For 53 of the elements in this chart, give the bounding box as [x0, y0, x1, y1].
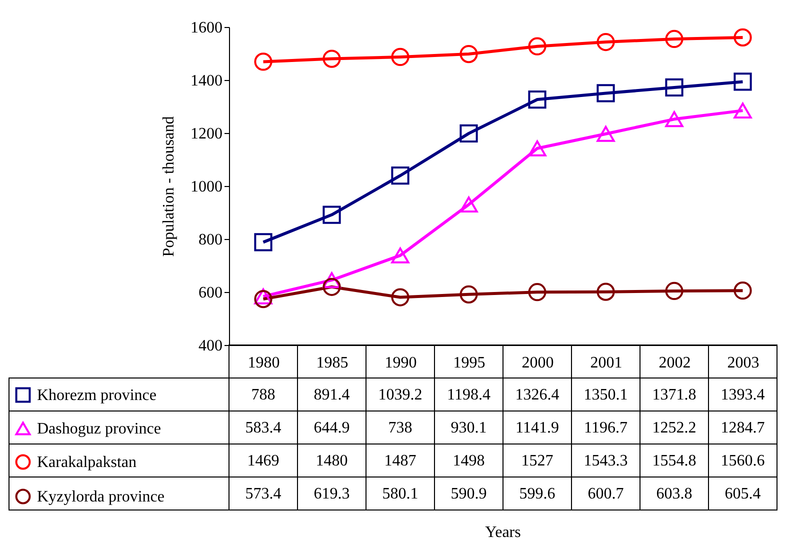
data-label: 1196.7: [584, 420, 628, 436]
data-label: 619.3: [314, 486, 350, 502]
legend-label: Dashoguz province: [37, 420, 161, 438]
data-label: 1350.1: [584, 386, 628, 404]
data-label: 1252.2: [652, 420, 696, 436]
data-label: 1469: [247, 452, 280, 470]
data-label: 580.1: [382, 486, 418, 502]
data-label: 1560.6: [720, 452, 765, 470]
data-label: 1371.8: [652, 386, 696, 404]
x-tick-label: 2002: [658, 354, 691, 372]
data-label: 1487: [384, 452, 416, 470]
data-label: 599.6: [519, 486, 556, 502]
data-label: 1554.8: [652, 452, 696, 470]
x-tick-label: 1980: [248, 354, 280, 372]
data-label: 600.7: [588, 486, 624, 502]
data-label: 738: [388, 420, 412, 436]
x-tick-label: 1995: [453, 354, 486, 372]
data-label: 1480: [316, 452, 348, 470]
y-tick-label: 1400: [190, 72, 222, 90]
y-tick-label: 400: [198, 338, 222, 354]
data-label: 1393.4: [720, 386, 765, 404]
legend-label: Karakalpakstan: [37, 454, 137, 471]
data-label: 1198.4: [447, 386, 490, 404]
data-label: 590.9: [450, 486, 487, 502]
data-label: 1498: [452, 452, 485, 470]
x-tick-label: 2001: [590, 354, 622, 372]
x-tick-label: 2003: [727, 354, 760, 372]
data-label: 1527: [521, 452, 554, 470]
data-label: 1284.7: [720, 420, 765, 436]
y-tick-label: 1200: [190, 126, 222, 142]
data-label: 583.4: [245, 420, 282, 436]
y-tick-label: 1600: [190, 20, 222, 36]
data-label: 605.4: [724, 486, 761, 502]
data-label: 1039.2: [378, 386, 422, 404]
data-label: 891.4: [314, 386, 350, 404]
x-tick-label: 1985: [316, 354, 348, 372]
data-label: 1543.3: [584, 452, 628, 470]
text: Years: [485, 524, 521, 541]
data-label: 788: [251, 386, 276, 404]
x-tick-label: 2000: [522, 354, 554, 372]
data-label: 603.8: [656, 486, 692, 502]
data-label: 930.1: [450, 420, 487, 436]
y-tick-label: 800: [198, 232, 222, 248]
data-label: 573.4: [245, 486, 282, 502]
x-tick-label: 1990: [384, 354, 417, 372]
y-tick-label: 600: [198, 284, 222, 302]
legend-label: Kyzylorda province: [37, 488, 165, 506]
data-label: 644.9: [314, 420, 350, 436]
data-label: 1326.4: [515, 386, 560, 404]
data-label: 1141.9: [516, 420, 559, 436]
y-axis-title: Population - thousand: [160, 116, 178, 257]
y-tick-label: 1000: [190, 178, 222, 196]
legend-label: Khorezm province: [37, 387, 157, 404]
